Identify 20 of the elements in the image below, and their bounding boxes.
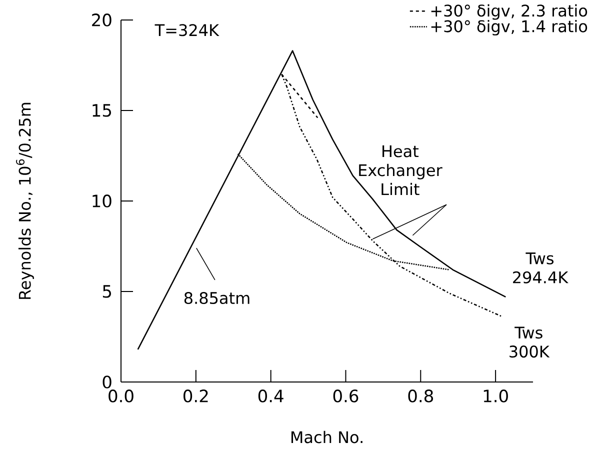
- x-tick-label: 1.0: [484, 390, 508, 402]
- y-tick-label: 5: [102, 285, 111, 298]
- y-axis-title: Reynolds No., 10$^{6}$/0.25m: [16, 102, 34, 299]
- x-axis-title: Mach No.: [291, 430, 362, 444]
- y-tick-label: 15: [92, 104, 111, 117]
- x-tick-label: 0.2: [184, 390, 208, 402]
- annotation: T=324K: [154, 24, 220, 36]
- y-tick-label: 10: [92, 194, 112, 208]
- annotation: Heat Exchanger Limit: [359, 145, 442, 196]
- annotation: 8.85atm: [184, 292, 250, 304]
- x-tick-label: 0.6: [333, 390, 358, 402]
- annotation: Tws 300K: [510, 326, 550, 358]
- y-tick-label: 0: [102, 376, 112, 388]
- x-tick-label: 0.4: [258, 390, 284, 402]
- x-tick-label: 0.0: [108, 390, 134, 402]
- legend-label: +30° δigv, 1.4 ratio: [431, 20, 588, 36]
- legend-label: +30° δigv, 2.3 ratio: [431, 4, 588, 20]
- x-tick-label: 0.8: [408, 390, 434, 402]
- annotation: Tws 294.4K: [513, 252, 568, 284]
- y-tick-label: 20: [92, 14, 112, 26]
